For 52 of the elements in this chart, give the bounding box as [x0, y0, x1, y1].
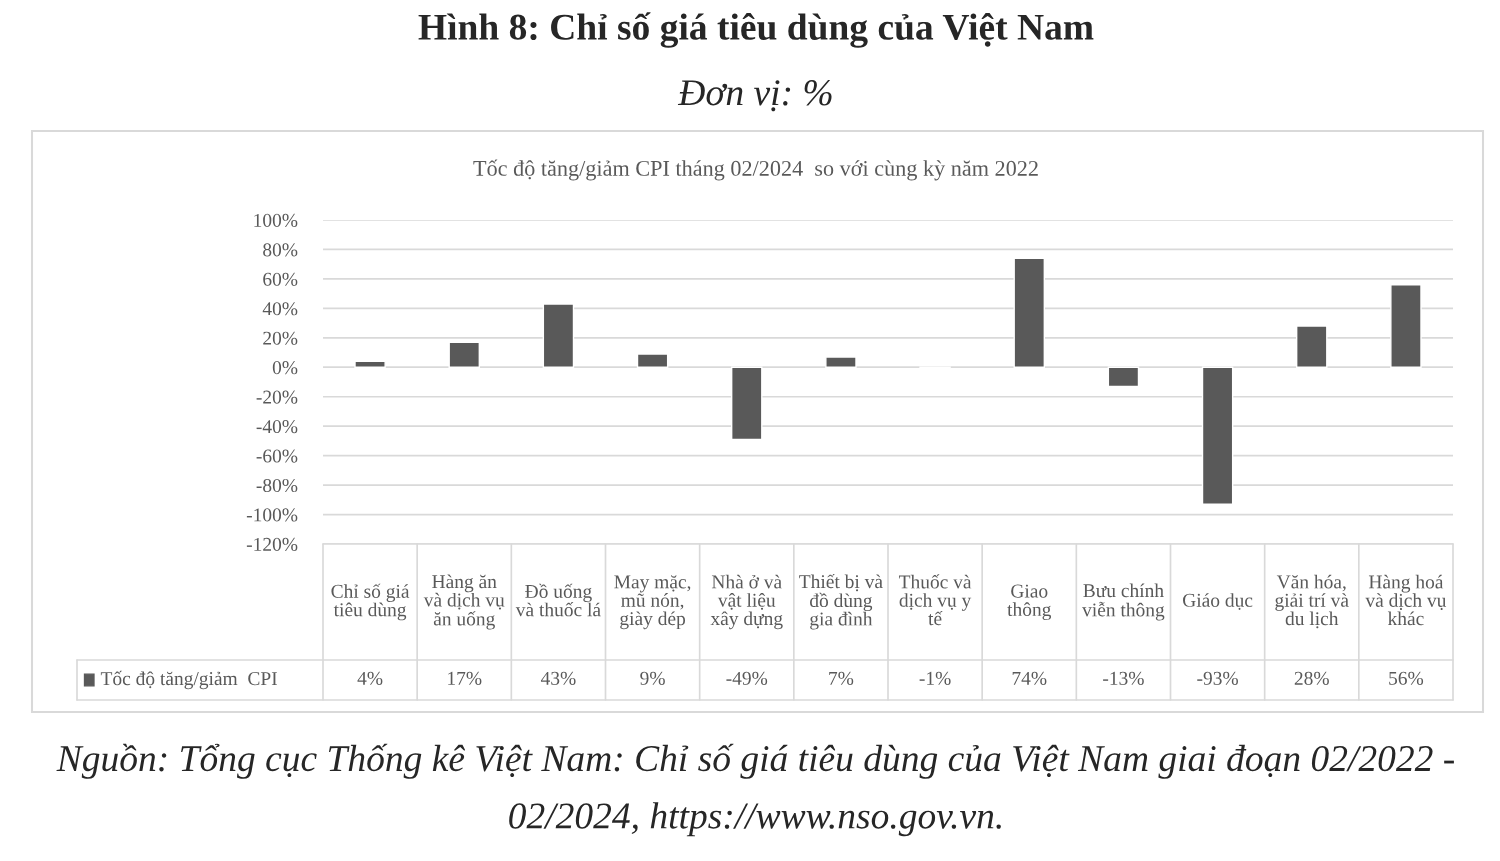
data-label: 74% — [1012, 671, 1047, 685]
bar — [730, 366, 763, 441]
data-label: 7% — [829, 671, 854, 685]
x-tick-label: Đồ uống và thuốc lá — [515, 583, 601, 617]
bar — [636, 353, 669, 368]
y-tick-label: 80% — [263, 243, 298, 257]
y-tick-label: -40% — [256, 420, 298, 434]
y-tick-label: -80% — [256, 478, 298, 493]
data-label: -13% — [1103, 671, 1144, 685]
data-label: 4% — [357, 671, 383, 685]
x-tick-label: Giao thông — [1007, 584, 1052, 621]
y-tick-label: 100% — [254, 213, 298, 227]
legend-label: Tốc độ tăng/giảm CPI — [100, 670, 277, 690]
x-tick-label: Hàng hoá và dịch vụ khác — [1365, 574, 1447, 626]
data-label: 9% — [640, 671, 665, 685]
bar — [448, 341, 481, 368]
y-tick-label: -60% — [256, 449, 298, 463]
y-tick-label: -100% — [246, 508, 298, 522]
data-label: 28% — [1294, 671, 1329, 685]
y-tick-label: 40% — [262, 302, 298, 316]
x-tick-label: Hàng ăn và dịch vụ ăn uống — [423, 574, 505, 630]
y-tick-label: -120% — [246, 537, 298, 551]
data-label: 56% — [1389, 671, 1424, 685]
bar — [354, 360, 386, 368]
bar — [542, 303, 575, 368]
x-tick-label: Giáo dục — [1183, 593, 1253, 610]
y-tick-label: -20% — [256, 390, 298, 404]
y-tick-label: 20% — [263, 331, 298, 345]
chart-title: Hình 8: Chỉ số giá tiêu dùng của Việt Nam — [418, 12, 1094, 48]
y-tick-label: 60% — [263, 272, 298, 286]
chart-subtitle: Đơn vị: % — [677, 80, 832, 112]
x-tick-label: Thuốc và dịch vụ y tế — [898, 574, 972, 626]
bar — [1390, 284, 1422, 368]
x-tick-label: Chỉ số giá tiêu dùng — [331, 583, 410, 621]
x-tick-label: May mặc, mũ nón, giày dép — [614, 575, 691, 630]
data-label: -93% — [1197, 671, 1238, 685]
bar — [1107, 366, 1140, 388]
y-tick-label: 0% — [272, 361, 298, 375]
data-label: -1% — [919, 671, 951, 685]
bar — [1295, 325, 1328, 368]
x-tick-label: Nhà ở và vật liệu xây dựng — [710, 574, 783, 630]
x-tick-label: Văn hóa, giải trí và du lịch — [1275, 574, 1349, 629]
bar — [1201, 366, 1234, 505]
x-tick-label: Bưu chính viễn thông — [1082, 583, 1165, 621]
x-axis-title: Tốc độ tăng/giảm CPI tháng 02/2024 so với cùng kỳ năm 2022 — [473, 159, 1038, 181]
data-label: 17% — [448, 671, 482, 685]
data-label: -49% — [726, 671, 768, 685]
bar — [825, 356, 857, 368]
text: Nguồn: Tổng cục Thống kê Việt Nam: Chỉ số giá tiêu dùng của Việt Nam giai đoạn 02/2022 - 02/2024, https://www.nso.gov.vn. — [56, 743, 1454, 837]
data-label: 43% — [540, 671, 576, 685]
bar — [1013, 257, 1046, 368]
x-tick-label: Thiết bị và đồ dùng gia đình — [799, 573, 883, 630]
